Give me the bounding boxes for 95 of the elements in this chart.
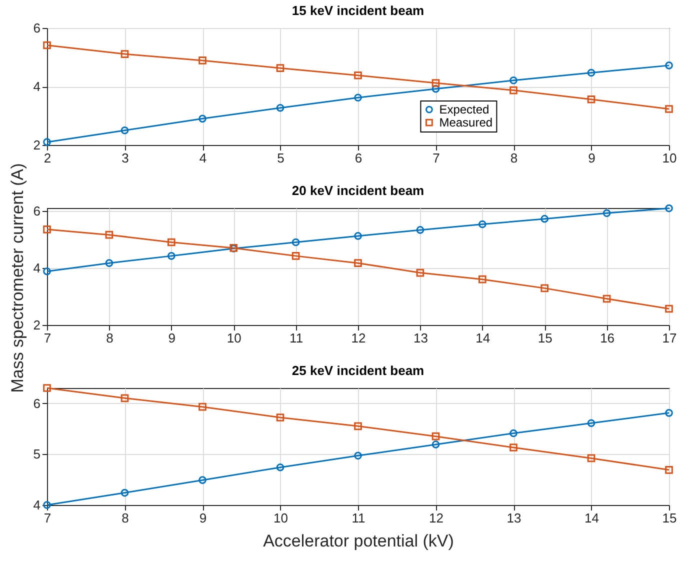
point [120,50,129,58]
y-axis-title: Mass spectrometer current (A) [8,163,27,393]
chart-title: 15 keV incident beam [292,3,424,18]
point [432,79,440,87]
point [432,440,440,448]
point [416,268,424,277]
x-tick-label: 11 [290,330,304,346]
point [43,384,51,392]
y-tick-label: 4 [33,260,40,276]
x-tick-label: 7 [44,330,52,346]
point [478,220,486,228]
x-tick-label: 17 [662,330,677,346]
point [587,419,596,428]
y-tick-label: 4 [33,79,40,94]
point [587,454,596,462]
point [665,105,673,113]
point [105,230,114,239]
x-tick-label: 12 [429,510,444,526]
x-tick-label: 5 [277,150,284,166]
point [432,84,440,93]
point [510,76,518,84]
point [198,114,206,123]
point [354,94,362,102]
y-tick-label: 6 [33,396,40,411]
point [665,304,673,313]
point [354,232,362,240]
y-tick-label: 4 [33,498,40,512]
x-tick-label: 7 [432,150,440,166]
legend-label: Expected [439,102,490,117]
x-tick-label: 13 [413,330,428,346]
point [167,252,176,260]
point [587,68,596,77]
point [167,238,176,246]
point [354,422,362,430]
x-tick-label: 6 [354,150,362,166]
x-tick-label: 9 [199,510,207,526]
point [478,275,486,284]
x-tick-label: 15 [662,510,677,526]
point [354,452,362,460]
legend-label: Measured [439,116,493,130]
x-tick-label: 16 [600,330,615,346]
point [43,225,51,234]
x-tick-label: 3 [122,150,129,166]
point [665,466,673,474]
point [120,126,129,134]
point [120,488,129,497]
y-tick-label: 2 [33,318,40,332]
x-tick-label: 10 [662,150,677,166]
point [43,41,51,50]
point [276,414,284,422]
point [276,104,284,112]
x-tick-label: 12 [351,330,366,346]
y-tick-label: 6 [33,203,40,218]
x-tick-label: 8 [106,330,114,346]
point [292,252,300,260]
x-tick-label: 4 [199,150,207,166]
x-tick-label: 14 [584,510,599,526]
point [354,259,362,267]
point [354,71,362,80]
point [602,294,611,303]
x-tick-label: 10 [274,510,288,526]
point [540,214,549,223]
point [432,432,440,440]
point [587,95,596,104]
point [510,429,518,438]
x-tick-label: 15 [538,330,552,346]
x-tick-label: 9 [168,330,176,346]
point [292,238,300,246]
x-tick-label: 8 [122,510,129,526]
x-axis-title: Accelerator potential (kV) [263,532,454,550]
y-tick-label: 2 [33,138,40,152]
point [540,284,549,292]
point [602,209,611,218]
point [198,476,206,484]
point [276,64,284,72]
y-tick-label: 5 [33,446,40,462]
x-tick-label: 14 [476,330,490,346]
point [510,444,518,452]
point [120,394,129,402]
chart-title: 20 keV incident beam [292,183,424,198]
x-tick-label: 10 [226,330,242,346]
point [198,56,206,64]
x-tick-label: 2 [44,150,52,166]
y-tick-label: 6 [33,20,40,36]
point [510,86,518,94]
x-tick-label: 13 [506,510,522,526]
point [276,463,284,472]
x-tick-label: 8 [510,150,518,166]
x-tick-label: 11 [352,510,366,526]
point [416,226,424,234]
point [198,402,206,411]
chart-title: 25 keV incident beam [292,362,424,378]
point [105,259,114,267]
x-tick-label: 9 [588,150,596,166]
x-tick-label: 7 [44,510,52,526]
